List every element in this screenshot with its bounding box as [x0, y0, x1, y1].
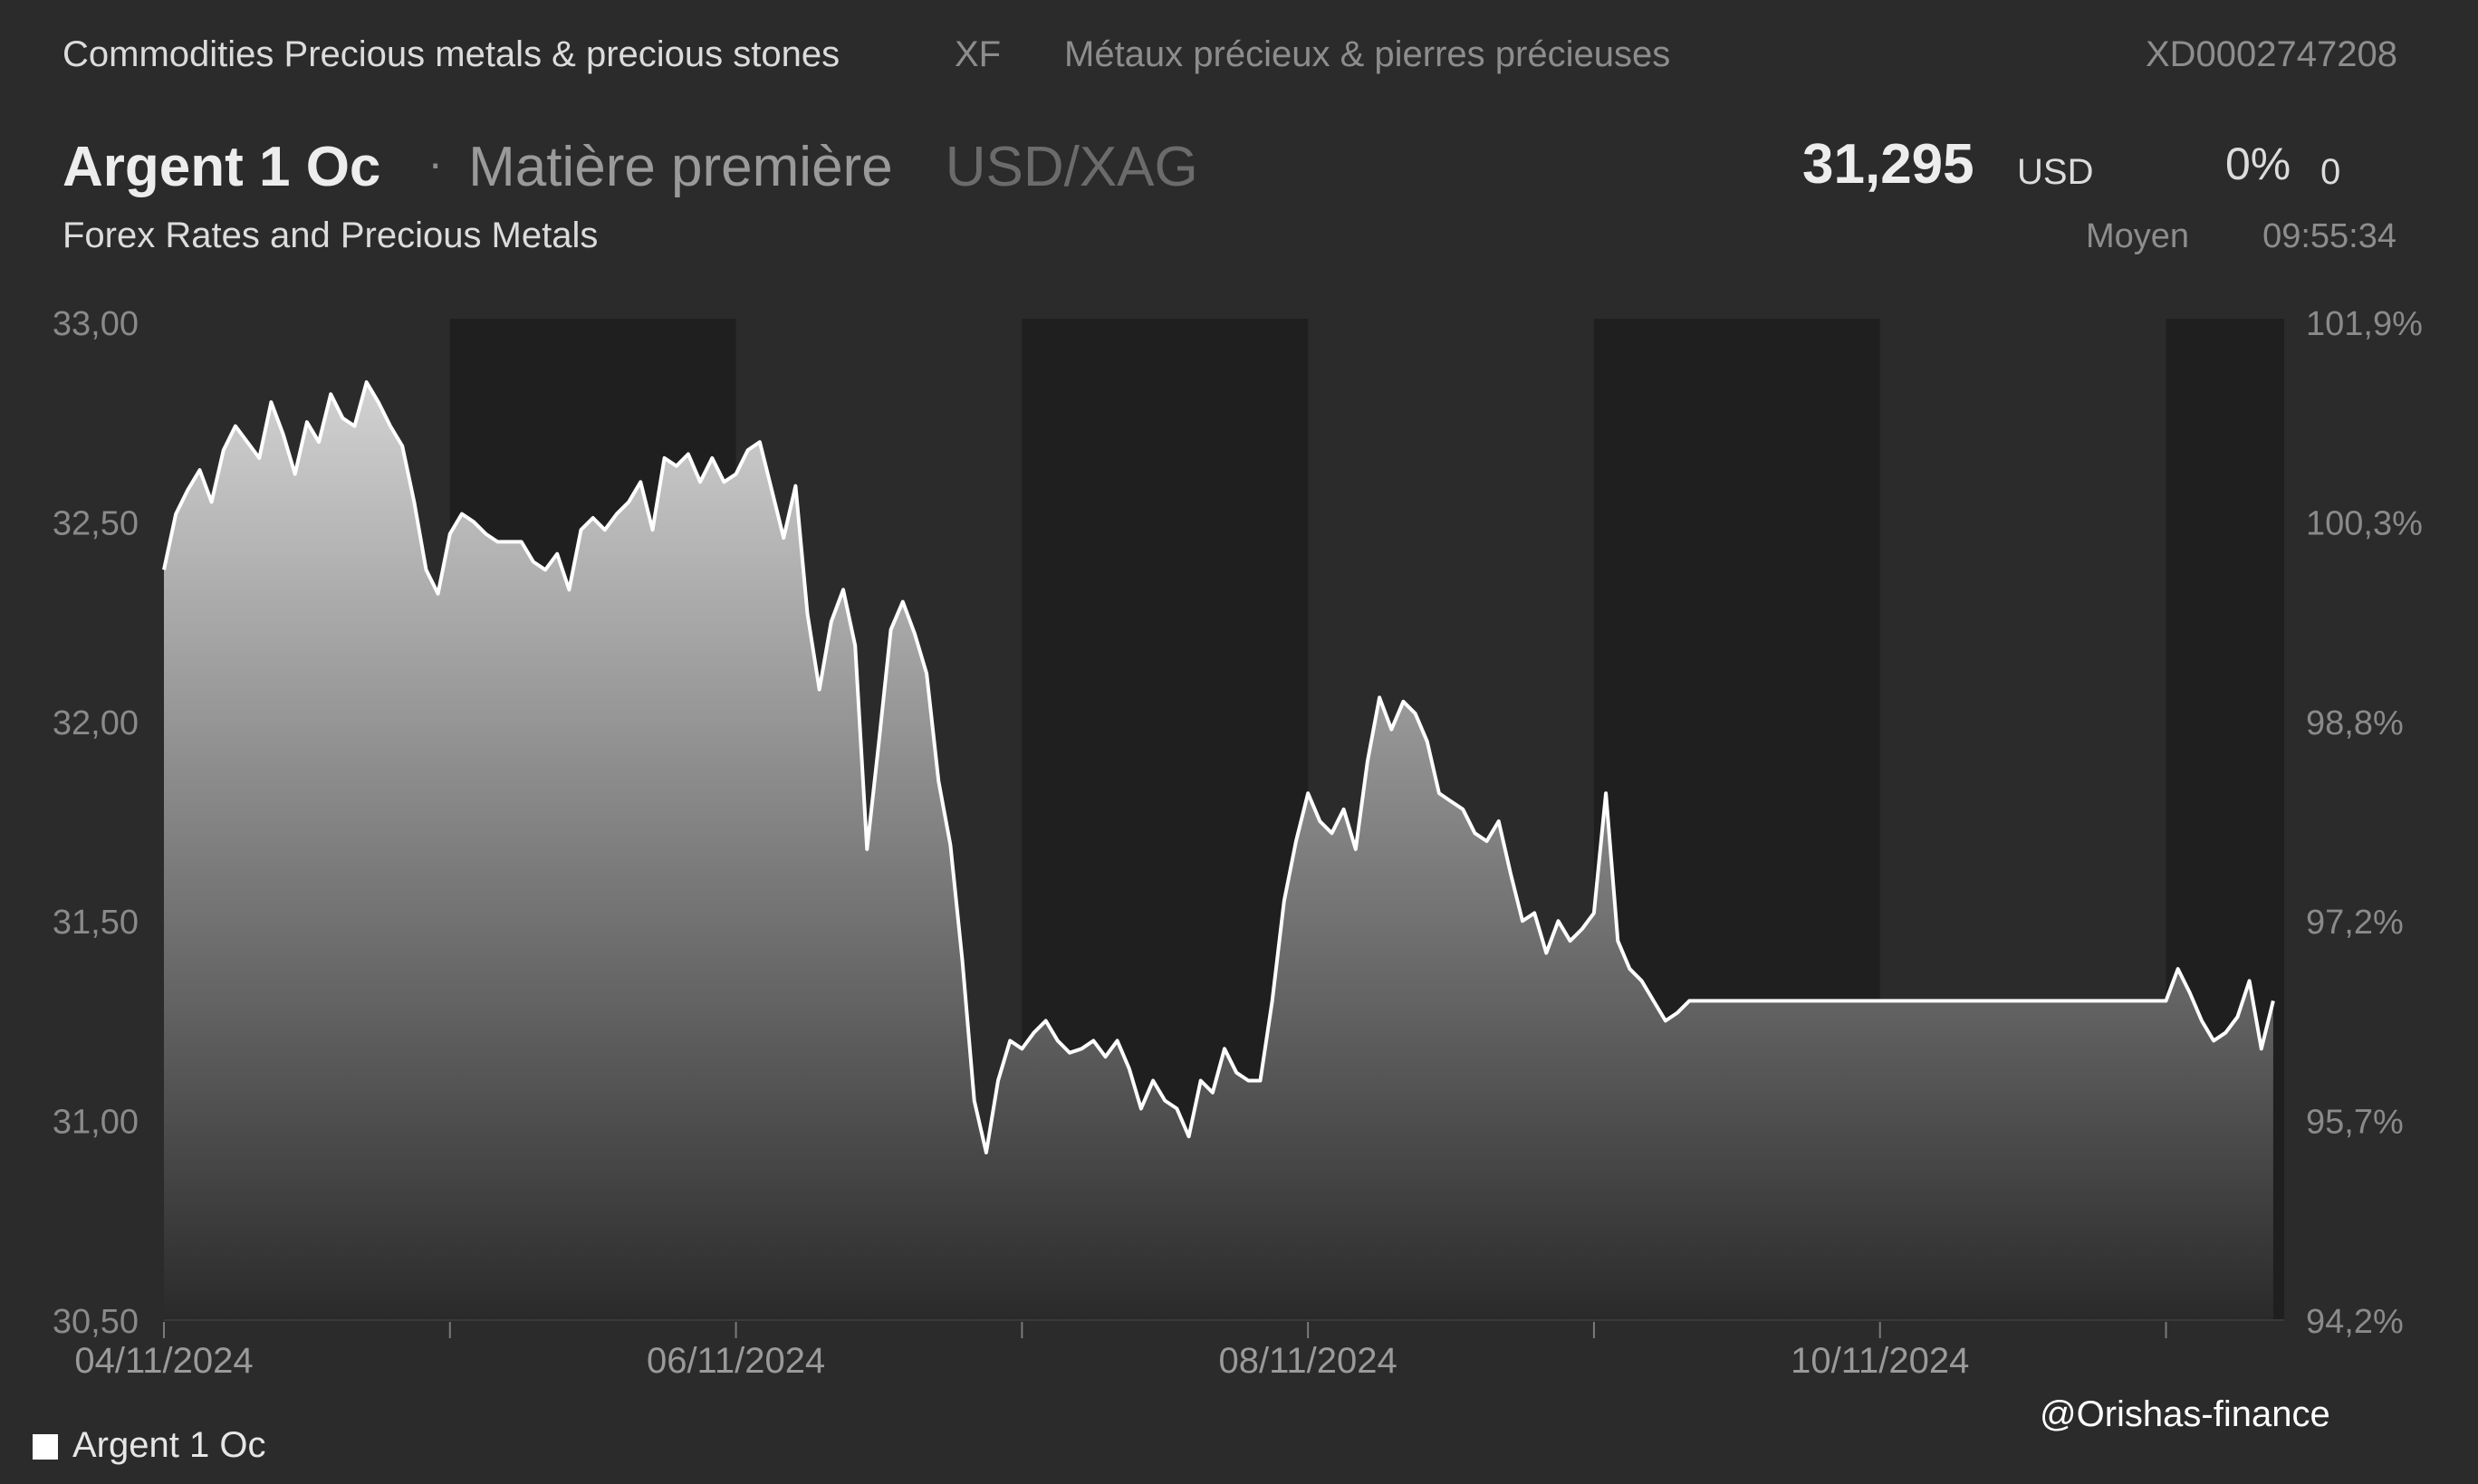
- header-bar: Commodities Precious metals & precious s…: [0, 0, 2478, 109]
- instrument-title: Argent 1 Oc · Matière première USD/XAG: [62, 127, 1198, 218]
- change-percent: 0%: [2225, 139, 2291, 189]
- x-tick-label: 08/11/2024: [1219, 1341, 1397, 1381]
- price-chart[interactable]: 04/11/2024 06/11/2024 08/11/2024 10/11/2024…: [0, 290, 2478, 1403]
- y-left-tick-label: 31,00: [53, 1104, 139, 1142]
- legend-label: Argent 1 Oc: [72, 1425, 266, 1465]
- data-source: Forex Rates and Precious Metals: [62, 215, 599, 255]
- x-axis-ticks: [163, 1322, 2167, 1338]
- y-right-tick-label: 97,2%: [2306, 904, 2404, 942]
- legend-swatch: [33, 1434, 58, 1460]
- currency-pair: USD/XAG: [945, 136, 1198, 198]
- y-left-tick-label: 32,50: [53, 504, 139, 542]
- change-absolute: 0: [2320, 152, 2341, 192]
- x-tick-label: 10/11/2024: [1791, 1341, 1969, 1381]
- price-currency: USD: [2017, 152, 2094, 192]
- instrument-name: Argent 1 Oc: [62, 136, 381, 198]
- last-price: 31,295: [1802, 133, 1974, 196]
- exchange-code: XF: [955, 34, 1002, 74]
- x-tick-label: 04/11/2024: [74, 1341, 253, 1381]
- y-right-tick-label: 100,3%: [2306, 504, 2423, 542]
- y-right-tick-label: 101,9%: [2306, 305, 2423, 343]
- isin-code: XD0002747208: [2145, 34, 2397, 74]
- price-line[interactable]: [162, 380, 2275, 1154]
- title-separator: ·: [427, 138, 444, 188]
- y-left-tick-label: 30,50: [53, 1303, 139, 1341]
- category-label[interactable]: Commodities Precious metals & precious s…: [62, 34, 840, 74]
- left-axis-labels: 33,00 32,50 32,00 31,50 31,00 30,50: [53, 305, 139, 1341]
- x-axis-labels: 04/11/2024 06/11/2024 08/11/2024 10/11/2024: [74, 1341, 1969, 1381]
- price-area-fill: [164, 382, 2273, 1321]
- y-right-tick-label: 94,2%: [2306, 1303, 2404, 1341]
- instrument-type: Matière première: [468, 136, 893, 198]
- y-right-tick-label: 98,8%: [2306, 704, 2404, 742]
- category-label-fr: Métaux précieux & pierres précieuses: [1064, 34, 1671, 74]
- watermark: @Orishas-finance: [2040, 1394, 2330, 1434]
- chart-legend[interactable]: Argent 1 Oc: [33, 1425, 265, 1469]
- price-type: Moyen: [2086, 217, 2190, 255]
- y-left-tick-label: 33,00: [53, 305, 139, 343]
- x-tick-label: 06/11/2024: [647, 1341, 825, 1381]
- y-right-tick-label: 95,7%: [2306, 1104, 2404, 1142]
- y-left-tick-label: 32,00: [53, 704, 139, 742]
- y-left-tick-label: 31,50: [53, 904, 139, 942]
- right-axis-labels: 101,9% 100,3% 98,8% 97,2% 95,7% 94,2%: [2306, 305, 2423, 1341]
- quote-time: 09:55:34: [2262, 217, 2396, 255]
